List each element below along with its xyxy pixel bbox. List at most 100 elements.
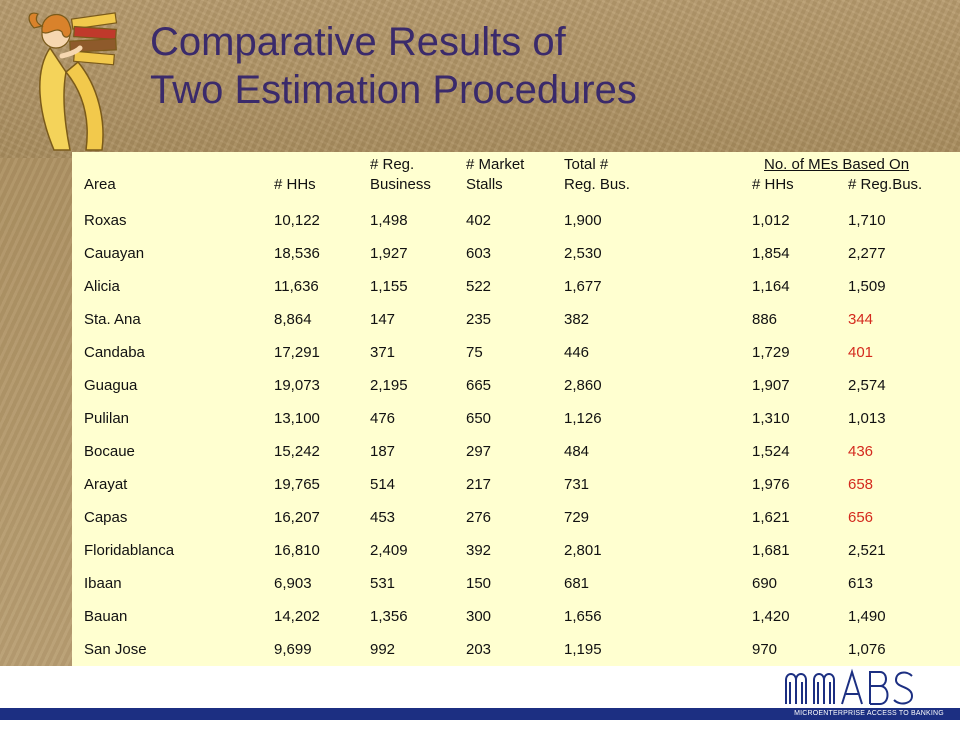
cell-mes-regbus: 2,521 [848,542,886,559]
cell-market-stalls: 522 [466,278,492,295]
cell-market-stalls: 203 [466,641,492,658]
header-area: Area [84,176,116,193]
header-market-stalls-top: # Market [466,156,525,173]
slide-title: Comparative Results of Two Estimation Pr… [150,18,637,114]
mabs-logo [785,668,914,705]
cell-mes-hhs: 1,164 [752,278,790,295]
cell-hhs: 16,810 [274,542,320,559]
cell-mes-regbus: 344 [848,311,874,328]
cell-market-stalls: 217 [466,476,492,493]
cell-area: Bauan [84,608,128,625]
header-reg-business-top: # Reg. [370,156,415,173]
header-mes-hhs: # HHs [752,176,794,193]
header-market-stalls-bottom: Stalls [466,176,503,193]
cell-mes-regbus: 656 [848,509,874,526]
cell-mes-regbus: 2,277 [848,245,886,262]
cell-market-stalls: 235 [466,311,492,328]
cell-total-reg: 1,195 [564,641,602,658]
footer-bar [0,708,960,720]
cell-area: Floridablanca [84,542,175,559]
cell-area: Capas [84,509,128,526]
results-table: # Reg. # Market Total # No. of MEs Based… [72,152,960,666]
cell-mes-regbus: 1,490 [848,608,886,625]
cell-mes-hhs: 1,524 [752,443,790,460]
cell-reg-business: 1,498 [370,212,408,229]
cell-market-stalls: 300 [466,608,492,625]
cell-mes-hhs: 1,621 [752,509,790,526]
cell-reg-business: 187 [370,443,396,460]
cell-hhs: 8,864 [274,311,312,328]
cell-mes-hhs: 1,907 [752,377,790,394]
cell-market-stalls: 297 [466,443,492,460]
cell-total-reg: 2,530 [564,245,602,262]
cell-total-reg: 731 [564,476,590,493]
cell-reg-business: 531 [370,575,396,592]
cell-reg-business: 453 [370,509,396,526]
cell-area: Guagua [84,377,138,394]
cell-hhs: 17,291 [274,344,320,361]
header-total-reg-top: Total # [564,156,609,173]
cell-mes-regbus: 1,013 [848,410,886,427]
header-mes-regbus: # Reg.Bus. [848,176,923,193]
cell-reg-business: 371 [370,344,396,361]
cell-mes-hhs: 690 [752,575,778,592]
cell-hhs: 15,242 [274,443,320,460]
cell-reg-business: 514 [370,476,396,493]
cell-hhs: 11,636 [274,278,319,295]
cell-total-reg: 1,677 [564,278,602,295]
side-background [0,158,72,666]
cell-mes-regbus: 1,509 [848,278,886,295]
cell-area: Candaba [84,344,145,361]
cell-area: Arayat [84,476,128,493]
cell-total-reg: 446 [564,344,590,361]
cell-hhs: 16,207 [274,509,320,526]
cell-hhs: 9,699 [274,641,312,658]
cell-market-stalls: 603 [466,245,492,262]
cell-mes-regbus: 436 [848,443,874,460]
cell-mes-hhs: 1,976 [752,476,790,493]
mabs-tagline: MICROENTERPRISE ACCESS TO BANKING SERVIC… [794,710,944,729]
person-carrying-books-clipart [28,12,118,151]
cell-mes-hhs: 1,854 [752,245,790,262]
cell-total-reg: 382 [564,311,590,328]
cell-mes-regbus: 1,076 [848,641,886,658]
cell-hhs: 19,073 [274,377,320,394]
cell-hhs: 13,100 [274,410,320,427]
cell-total-reg: 2,860 [564,377,602,394]
header-hhs: # HHs [274,176,316,193]
cell-mes-regbus: 613 [848,575,874,592]
cell-mes-hhs: 970 [752,641,778,658]
cell-market-stalls: 150 [466,575,492,592]
cell-mes-regbus: 2,574 [848,377,886,394]
cell-mes-hhs: 1,420 [752,608,790,625]
cell-hhs: 14,202 [274,608,320,625]
cell-area: Cauayan [84,245,145,262]
cell-area: San Jose [84,641,147,658]
cell-hhs: 6,903 [274,575,312,592]
cell-area: Roxas [84,212,127,229]
cell-area: Bocaue [84,443,135,460]
cell-mes-hhs: 1,681 [752,542,790,559]
cell-area: Sta. Ana [84,311,141,328]
cell-total-reg: 1,126 [564,410,602,427]
cell-total-reg: 484 [564,443,590,460]
cell-total-reg: 681 [564,575,590,592]
cell-reg-business: 1,927 [370,245,408,262]
cell-mes-regbus: 401 [848,344,874,361]
cell-area: Ibaan [84,575,122,592]
cell-total-reg: 2,801 [564,542,602,559]
cell-reg-business: 1,155 [370,278,408,295]
cell-mes-regbus: 1,710 [848,212,886,229]
header-total-reg-bottom: Reg. Bus. [564,176,630,193]
cell-mes-hhs: 1,729 [752,344,790,361]
cell-reg-business: 476 [370,410,396,427]
cell-total-reg: 729 [564,509,590,526]
cell-reg-business: 2,195 [370,377,408,394]
cell-area: Pulilan [84,410,130,427]
cell-mes-hhs: 1,310 [752,410,790,427]
cell-mes-hhs: 1,012 [752,212,790,229]
cell-market-stalls: 402 [466,212,492,229]
cell-market-stalls: 665 [466,377,492,394]
cell-market-stalls: 75 [466,344,483,361]
cell-area: Alicia [84,278,120,295]
